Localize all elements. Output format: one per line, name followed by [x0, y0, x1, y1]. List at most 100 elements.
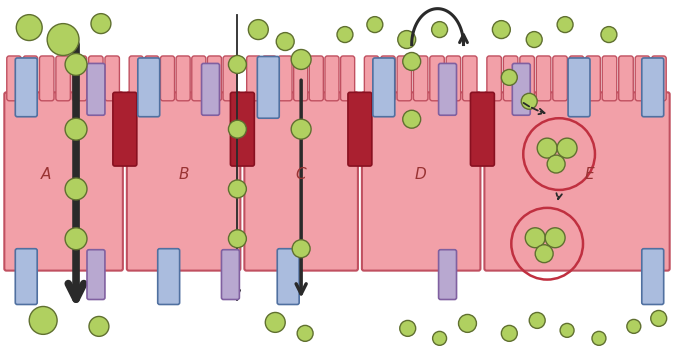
Circle shape	[403, 52, 421, 70]
FancyBboxPatch shape	[208, 56, 222, 101]
Circle shape	[529, 312, 545, 328]
Circle shape	[248, 20, 268, 39]
Circle shape	[398, 31, 416, 49]
Circle shape	[29, 306, 57, 334]
FancyBboxPatch shape	[503, 56, 518, 101]
FancyBboxPatch shape	[485, 92, 670, 270]
FancyBboxPatch shape	[223, 56, 237, 101]
Circle shape	[91, 14, 111, 34]
Text: B: B	[179, 166, 189, 181]
FancyBboxPatch shape	[340, 56, 355, 101]
Circle shape	[16, 15, 42, 40]
FancyBboxPatch shape	[72, 56, 87, 101]
FancyBboxPatch shape	[277, 249, 299, 304]
FancyBboxPatch shape	[7, 56, 22, 101]
Circle shape	[557, 17, 573, 32]
Circle shape	[525, 228, 545, 248]
Circle shape	[560, 324, 574, 337]
FancyBboxPatch shape	[245, 92, 358, 270]
FancyBboxPatch shape	[642, 58, 664, 117]
FancyBboxPatch shape	[127, 92, 241, 270]
Circle shape	[501, 325, 517, 341]
Circle shape	[545, 228, 565, 248]
FancyBboxPatch shape	[430, 56, 444, 101]
FancyBboxPatch shape	[158, 249, 180, 304]
FancyBboxPatch shape	[247, 56, 261, 101]
Circle shape	[601, 27, 617, 43]
FancyBboxPatch shape	[635, 56, 650, 101]
Circle shape	[403, 110, 421, 128]
FancyBboxPatch shape	[603, 56, 617, 101]
FancyBboxPatch shape	[439, 64, 456, 115]
FancyBboxPatch shape	[222, 250, 239, 299]
FancyBboxPatch shape	[586, 56, 601, 101]
Circle shape	[293, 240, 310, 258]
FancyBboxPatch shape	[373, 58, 395, 117]
FancyBboxPatch shape	[262, 56, 276, 101]
Circle shape	[433, 331, 447, 345]
FancyBboxPatch shape	[88, 56, 103, 101]
Text: A: A	[41, 166, 51, 181]
Circle shape	[650, 311, 667, 326]
FancyBboxPatch shape	[145, 56, 159, 101]
Text: E: E	[584, 166, 594, 181]
Circle shape	[291, 119, 311, 139]
FancyBboxPatch shape	[446, 56, 460, 101]
FancyBboxPatch shape	[56, 56, 70, 101]
FancyBboxPatch shape	[348, 92, 372, 166]
Circle shape	[65, 178, 87, 200]
Circle shape	[367, 17, 383, 32]
FancyBboxPatch shape	[413, 56, 428, 101]
FancyBboxPatch shape	[16, 249, 37, 304]
Circle shape	[297, 325, 313, 341]
FancyBboxPatch shape	[462, 56, 477, 101]
Circle shape	[592, 331, 606, 345]
Circle shape	[501, 69, 517, 86]
FancyBboxPatch shape	[4, 92, 123, 270]
Circle shape	[228, 180, 247, 198]
Circle shape	[65, 228, 87, 250]
FancyBboxPatch shape	[176, 56, 190, 101]
Circle shape	[458, 314, 477, 332]
FancyBboxPatch shape	[160, 56, 175, 101]
FancyBboxPatch shape	[568, 58, 590, 117]
Circle shape	[526, 31, 542, 47]
Text: C: C	[296, 166, 307, 181]
FancyBboxPatch shape	[362, 92, 481, 270]
FancyBboxPatch shape	[23, 56, 38, 101]
FancyBboxPatch shape	[87, 250, 105, 299]
Circle shape	[493, 21, 510, 38]
FancyBboxPatch shape	[294, 56, 308, 101]
Circle shape	[400, 320, 416, 336]
FancyBboxPatch shape	[365, 56, 379, 101]
FancyBboxPatch shape	[257, 57, 279, 118]
FancyBboxPatch shape	[619, 56, 634, 101]
Circle shape	[557, 138, 577, 158]
FancyBboxPatch shape	[40, 56, 54, 101]
Circle shape	[65, 53, 87, 75]
Circle shape	[627, 319, 641, 333]
Circle shape	[337, 27, 353, 43]
Circle shape	[535, 245, 553, 263]
FancyBboxPatch shape	[105, 56, 119, 101]
FancyBboxPatch shape	[325, 56, 339, 101]
Text: D: D	[415, 166, 427, 181]
Circle shape	[47, 24, 79, 55]
FancyBboxPatch shape	[129, 56, 143, 101]
Circle shape	[65, 118, 87, 140]
Circle shape	[228, 55, 247, 73]
FancyBboxPatch shape	[570, 56, 584, 101]
FancyBboxPatch shape	[652, 56, 666, 101]
Circle shape	[276, 32, 294, 51]
FancyBboxPatch shape	[381, 56, 395, 101]
FancyBboxPatch shape	[192, 56, 206, 101]
Circle shape	[89, 317, 109, 336]
FancyBboxPatch shape	[137, 58, 160, 117]
FancyBboxPatch shape	[553, 56, 568, 101]
FancyBboxPatch shape	[113, 92, 137, 166]
Circle shape	[521, 93, 537, 109]
FancyBboxPatch shape	[520, 56, 534, 101]
FancyBboxPatch shape	[512, 64, 530, 115]
Circle shape	[537, 138, 557, 158]
FancyBboxPatch shape	[309, 56, 324, 101]
